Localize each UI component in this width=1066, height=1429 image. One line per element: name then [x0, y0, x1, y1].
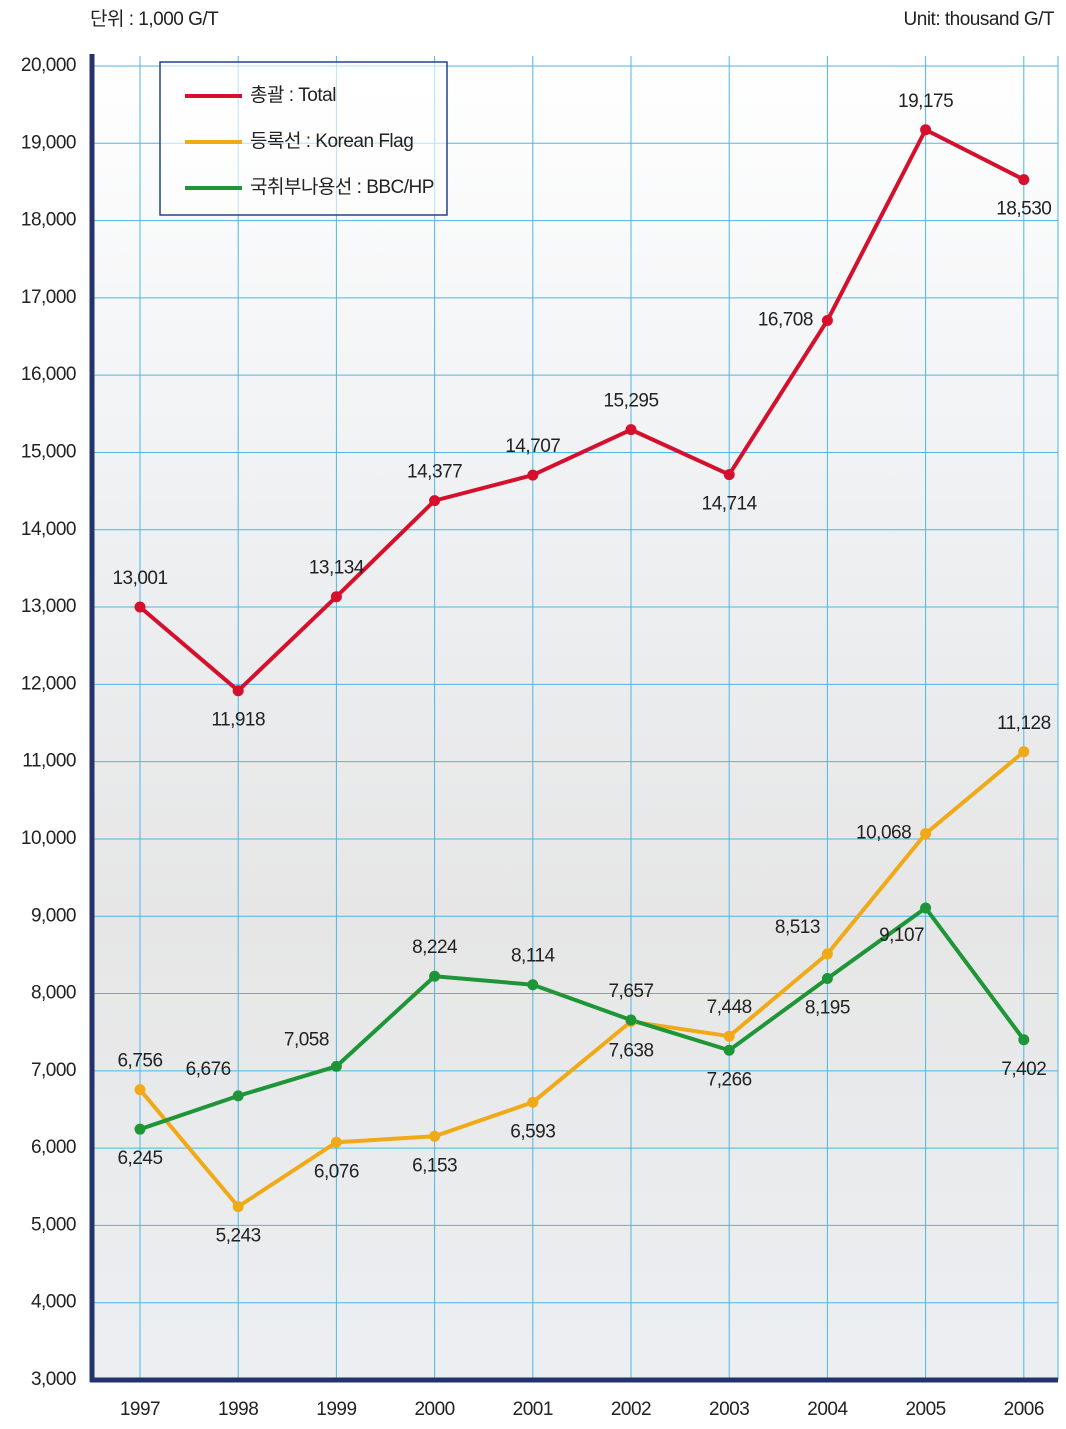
chart: 단위 : 1,000 G/T Unit: thousand G/T 3,000 4… — [0, 0, 1066, 1429]
value-label: 6,076 — [314, 1161, 359, 1182]
unit-right: Unit: thousand G/T — [904, 9, 1055, 30]
x-tick-label: 2004 — [807, 1399, 848, 1420]
value-label: 7,657 — [608, 981, 653, 1002]
value-label: 7,638 — [608, 1041, 653, 1062]
data-point — [1018, 174, 1029, 185]
y-tick-label: 19,000 — [21, 132, 76, 153]
legend: 총괄 : Total 등록선 : Korean Flag 국취부나용선 : BBC/… — [160, 62, 447, 215]
value-label: 15,295 — [603, 391, 658, 412]
value-label: 19,175 — [898, 91, 953, 112]
y-tick-label: 5,000 — [31, 1214, 76, 1235]
value-label: 18,530 — [996, 199, 1051, 220]
legend-label: 등록선 : Korean Flag — [250, 130, 413, 152]
y-tick-label: 11,000 — [22, 751, 76, 772]
value-label: 6,676 — [186, 1059, 231, 1080]
data-point — [429, 495, 440, 506]
y-tick-label: 14,000 — [21, 519, 76, 540]
data-point — [527, 470, 538, 481]
data-point — [724, 469, 735, 480]
value-label: 8,513 — [775, 917, 820, 938]
data-point — [920, 828, 931, 839]
y-tick-label: 16,000 — [21, 364, 76, 385]
value-label: 8,114 — [511, 946, 556, 967]
value-label: 13,134 — [309, 558, 365, 579]
data-point — [331, 1137, 342, 1148]
data-point — [429, 971, 440, 982]
value-label: 7,402 — [1001, 1059, 1046, 1080]
data-point — [920, 902, 931, 913]
data-point — [527, 1097, 538, 1108]
legend-label: 국취부나용선 : BBC/HP — [250, 176, 434, 198]
x-tick-label: 2002 — [611, 1399, 651, 1420]
value-label: 6,756 — [117, 1051, 162, 1072]
data-point — [920, 124, 931, 135]
data-point — [1018, 1034, 1029, 1045]
data-point — [626, 424, 637, 435]
y-tick-label: 17,000 — [21, 287, 76, 308]
value-label: 9,107 — [879, 925, 924, 946]
value-label: 10,068 — [856, 823, 911, 844]
y-tick-label: 10,000 — [21, 828, 76, 849]
value-label: 7,058 — [284, 1029, 329, 1050]
value-label: 6,245 — [117, 1148, 162, 1169]
y-tick-label: 20,000 — [21, 55, 76, 76]
value-label: 8,224 — [412, 937, 458, 958]
data-point — [331, 1061, 342, 1072]
data-point — [135, 601, 146, 612]
data-point — [233, 1201, 244, 1212]
data-point — [527, 979, 538, 990]
data-point — [135, 1084, 146, 1095]
y-tick-label: 13,000 — [21, 596, 76, 617]
y-tick-label: 15,000 — [21, 441, 76, 462]
data-point — [233, 1090, 244, 1101]
x-tick-label: 1999 — [316, 1399, 356, 1420]
value-label: 14,714 — [702, 494, 758, 515]
data-point — [626, 1015, 637, 1026]
value-label: 8,195 — [805, 997, 850, 1018]
value-label: 16,708 — [758, 309, 813, 330]
y-tick-label: 7,000 — [31, 1060, 76, 1081]
data-point — [822, 973, 833, 984]
data-point — [135, 1124, 146, 1135]
data-point — [724, 1031, 735, 1042]
x-tick-label: 2000 — [414, 1399, 454, 1420]
value-label: 7,266 — [707, 1069, 752, 1090]
data-point — [1018, 746, 1029, 757]
y-tick-label: 6,000 — [31, 1137, 76, 1158]
y-tick-label: 9,000 — [31, 905, 76, 926]
x-tick-label: 2003 — [709, 1399, 749, 1420]
y-tick-label: 8,000 — [31, 983, 76, 1004]
value-label: 11,918 — [211, 710, 265, 731]
value-label: 11,128 — [997, 713, 1051, 734]
data-point — [429, 1131, 440, 1142]
value-label: 7,448 — [707, 997, 752, 1018]
data-point — [822, 315, 833, 326]
unit-left: 단위 : 1,000 G/T — [90, 8, 219, 30]
y-tick-label: 18,000 — [21, 210, 76, 231]
legend-label: 총괄 : Total — [250, 84, 336, 106]
x-tick-label: 2001 — [513, 1399, 553, 1420]
x-tick-label: 1998 — [218, 1399, 258, 1420]
data-point — [724, 1045, 735, 1056]
y-tick-label: 3,000 — [31, 1369, 76, 1390]
x-tick-label: 2005 — [905, 1399, 945, 1420]
y-tick-label: 4,000 — [31, 1292, 76, 1313]
value-label: 14,707 — [505, 436, 560, 457]
x-tick-label: 2006 — [1004, 1399, 1044, 1420]
value-label: 6,593 — [510, 1121, 555, 1142]
data-point — [331, 591, 342, 602]
value-label: 14,377 — [407, 462, 462, 483]
value-label: 5,243 — [216, 1226, 261, 1247]
x-tick-label: 1997 — [120, 1399, 160, 1420]
value-label: 13,001 — [112, 568, 167, 589]
value-label: 6,153 — [412, 1155, 457, 1176]
y-tick-label: 12,000 — [21, 673, 76, 694]
data-point — [822, 948, 833, 959]
data-point — [233, 685, 244, 696]
